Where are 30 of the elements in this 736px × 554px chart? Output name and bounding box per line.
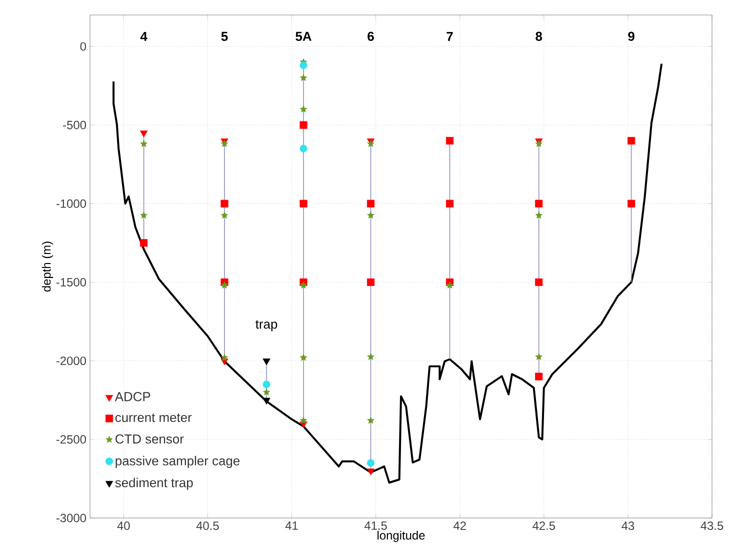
legend-label: CTD sensor [116, 434, 184, 444]
annotation: trap [256, 320, 278, 332]
y-tick-label: -1500 [56, 278, 86, 286]
y-tick-label: -2500 [56, 435, 86, 444]
x-tick-label: 41.5 [364, 522, 387, 530]
legend-label: passive sampler cage [116, 456, 240, 468]
annotation: 8 [536, 32, 542, 41]
y-tick-label: -2000 [56, 356, 86, 366]
x-tick-label: 43 [622, 522, 634, 530]
y-axis-title: depth (m) [42, 242, 54, 292]
x-axis-title: longitude [378, 530, 425, 542]
x-tick-label: 40 [117, 522, 130, 530]
annotation: 5 [221, 32, 228, 41]
annotation: 7 [446, 32, 453, 41]
y-tick-label: 0 [80, 42, 86, 51]
legend-label: ADCP [114, 392, 150, 402]
x-tick-label: 40.5 [196, 522, 219, 530]
annotation: 9 [628, 32, 634, 41]
legend-label: sediment trap [115, 478, 193, 490]
x-tick-label: 43.5 [700, 522, 724, 530]
y-tick-label: -3000 [56, 514, 86, 522]
x-tick-label: 41 [285, 522, 298, 530]
legend-label: current meter [115, 414, 192, 422]
x-tick-label: 42.5 [532, 522, 556, 530]
annotation: 4 [140, 32, 148, 41]
annotation: 5A [296, 32, 312, 41]
annotation: 6 [368, 32, 374, 41]
x-tick-label: 42 [453, 522, 466, 530]
y-tick-label: -1000 [56, 199, 86, 208]
y-tick-label: -500 [63, 120, 86, 130]
